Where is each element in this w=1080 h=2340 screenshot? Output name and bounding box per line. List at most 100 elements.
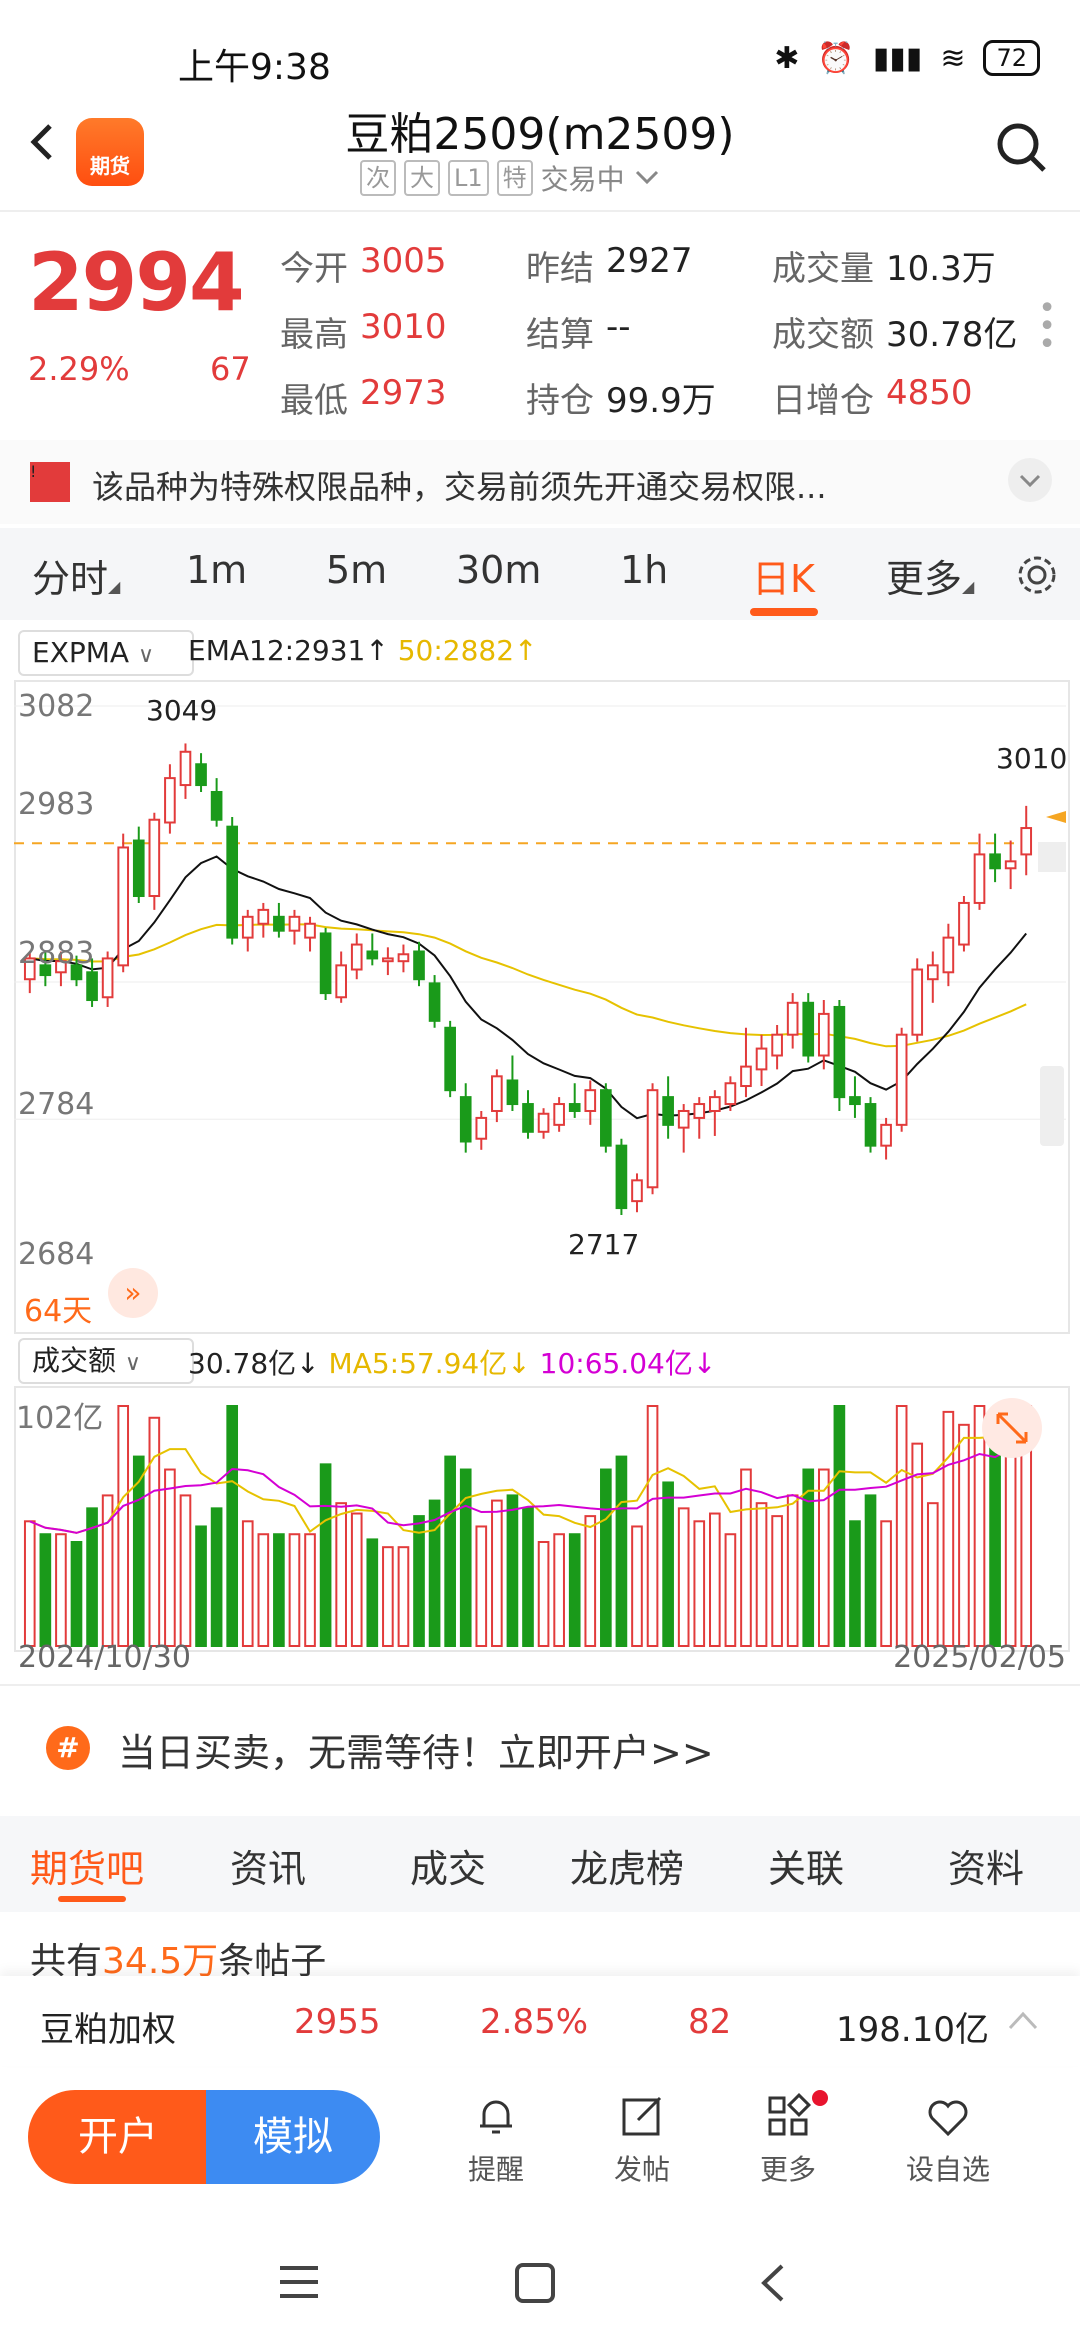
- volume-chart-frame[interactable]: [14, 1386, 1070, 1652]
- volume-ma10-line: [29, 1438, 1027, 1534]
- tab-related[interactable]: 关联: [768, 1847, 845, 1891]
- candle-body: [257, 908, 270, 925]
- status-time: 上午9:38: [178, 47, 331, 88]
- candle: [179, 743, 192, 799]
- back-nav-icon[interactable]: [758, 2262, 788, 2304]
- volume-max-label: 102亿: [16, 1401, 103, 1436]
- candle: [382, 947, 394, 976]
- notification-dot: [812, 2090, 828, 2106]
- candle: [366, 933, 379, 966]
- volume-bar: [179, 1494, 192, 1648]
- signal-icon: ▮▮▮: [872, 40, 923, 76]
- more-button[interactable]: 更多: [728, 2088, 848, 2188]
- volume-bar: [864, 1494, 877, 1648]
- volume-values: 30.78亿↓ MA5:57.94亿↓ 10:65.04亿↓: [188, 1342, 716, 1382]
- notice-bar[interactable]: [0, 440, 1080, 524]
- post-button[interactable]: 发帖: [582, 2088, 702, 2188]
- volume-chart[interactable]: 102亿: [14, 1386, 1066, 1648]
- tab-timeshare[interactable]: 分时◢: [32, 557, 121, 601]
- tab-1h[interactable]: 1h: [620, 548, 669, 592]
- open-account-button[interactable]: 开户: [28, 2090, 208, 2184]
- add-watchlist-button[interactable]: 设自选: [888, 2088, 1008, 2188]
- volume-bar: [568, 1533, 581, 1647]
- candle-body: [55, 960, 67, 974]
- y-tick-label: 2784: [18, 1087, 94, 1122]
- candle-body: [288, 915, 301, 932]
- volume-bar: [428, 1499, 441, 1647]
- candle-body: [148, 818, 161, 898]
- volume-bar: [23, 1520, 36, 1647]
- more-vertical-icon[interactable]: • • •: [1038, 291, 1056, 362]
- candle-body: [117, 846, 130, 967]
- candle: [600, 1083, 612, 1153]
- candle-body: [101, 957, 114, 999]
- volume-bar: [55, 1533, 67, 1647]
- tab-30m[interactable]: 30m: [456, 548, 542, 592]
- simulate-button[interactable]: 模拟: [206, 2090, 380, 2184]
- kline-chart-frame[interactable]: [14, 680, 1070, 1334]
- remind-button[interactable]: 提醒: [436, 2088, 556, 2188]
- tab-info[interactable]: 资料: [948, 1847, 1025, 1891]
- candle: [164, 764, 176, 834]
- candle: [350, 933, 363, 980]
- candle-body: [428, 982, 441, 1022]
- candle: [724, 1076, 737, 1111]
- y-tick-label: 3082: [18, 689, 94, 724]
- post-count: 共有34.5万条帖子: [30, 1932, 326, 1984]
- change-percent: 2.29%: [28, 350, 130, 388]
- volume-bar: [755, 1502, 768, 1647]
- candle: [304, 916, 316, 952]
- volume-bar: [522, 1507, 534, 1648]
- indicator-name: EXPMA: [32, 636, 130, 669]
- tab-daily-k[interactable]: 日K: [752, 557, 815, 601]
- chart-settings-button[interactable]: [1014, 552, 1060, 598]
- volume-bar: [615, 1455, 628, 1647]
- candle: [677, 1104, 690, 1153]
- weighted-index-bar[interactable]: [0, 1976, 1080, 2066]
- weighted-name: 豆粕加权: [40, 2010, 176, 2050]
- volume-bar: [942, 1410, 955, 1647]
- contract-tags[interactable]: 次 大 L1 特 交易中: [360, 158, 661, 198]
- candle: [444, 1020, 456, 1098]
- candle-body: [397, 953, 410, 963]
- volume-bar: [880, 1520, 892, 1647]
- tag-l1: L1: [448, 160, 489, 196]
- volume-bar: [195, 1525, 207, 1647]
- tab-more[interactable]: 更多◢: [886, 557, 975, 601]
- candle-body: [522, 1103, 534, 1133]
- home-icon[interactable]: [514, 2262, 556, 2304]
- volume-bar: [350, 1512, 363, 1647]
- candle-body: [958, 901, 970, 946]
- tab-trades[interactable]: 成交: [410, 1847, 487, 1891]
- candle: [475, 1110, 488, 1150]
- candle-body: [600, 1089, 612, 1147]
- alarm-icon: ⏰: [817, 40, 855, 76]
- candle: [568, 1083, 581, 1118]
- expand-notice-button[interactable]: [1008, 458, 1052, 502]
- tab-forum[interactable]: 期货吧: [30, 1847, 145, 1891]
- indicator-select[interactable]: EXPMA ∨: [18, 630, 194, 676]
- open-account-promo[interactable]: 当日买卖，无需等待！立即开户>>: [118, 1731, 714, 1775]
- volume-bar: [724, 1533, 737, 1647]
- tab-news[interactable]: 资讯: [230, 1847, 307, 1891]
- content-tabs: [0, 1816, 1080, 1912]
- more-label: 更多: [759, 2153, 816, 2186]
- volume-bar: [132, 1455, 145, 1647]
- candle: [335, 951, 347, 1003]
- chevron-up-icon[interactable]: [1006, 2008, 1040, 2032]
- expand-range-button[interactable]: »: [108, 1268, 158, 1318]
- candle-body: [39, 964, 52, 977]
- menu-icon[interactable]: [278, 2264, 320, 2300]
- candle-body: [584, 1089, 597, 1112]
- candle: [428, 975, 441, 1028]
- tab-rankings[interactable]: 龙虎榜: [570, 1847, 685, 1891]
- back-button[interactable]: [24, 122, 64, 162]
- change-value: 67: [210, 350, 251, 388]
- volume-indicator-select[interactable]: 成交额 ∨: [18, 1338, 194, 1384]
- drawer-handle[interactable]: [1040, 1066, 1064, 1146]
- kline-chart[interactable]: 3082 2983 2883 2784 2684 3049 2717 3010: [14, 680, 1066, 1280]
- tab-1m[interactable]: 1m: [186, 548, 248, 592]
- candle-body: [366, 950, 379, 960]
- search-button[interactable]: [994, 120, 1050, 176]
- tab-5m[interactable]: 5m: [326, 548, 388, 592]
